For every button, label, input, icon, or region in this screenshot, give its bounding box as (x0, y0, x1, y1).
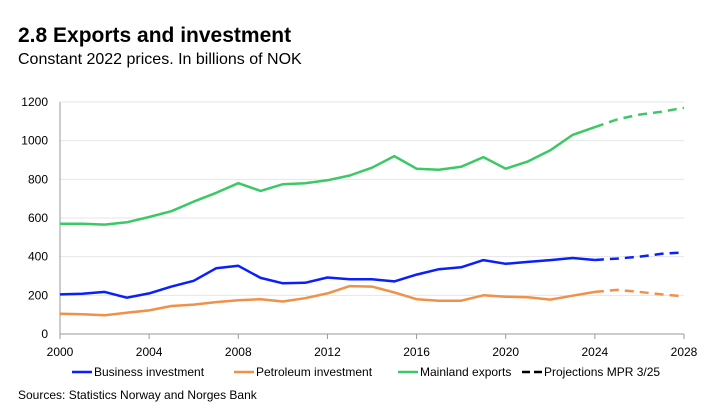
y-tick-label: 400 (28, 250, 48, 264)
legend-label: Petroleum investment (256, 365, 373, 379)
legend-label: Mainland exports (420, 365, 511, 379)
y-tick-label: 0 (41, 327, 48, 341)
x-tick-label: 2020 (492, 345, 519, 359)
series-line-business-investment (59, 256, 596, 299)
chart-subtitle: Constant 2022 prices. In billions of NOK (18, 51, 302, 68)
x-tick-label: 2008 (225, 345, 252, 359)
x-tick-label: 2028 (671, 345, 698, 359)
x-tick-label: 2024 (582, 345, 609, 359)
y-tick-label: 600 (28, 211, 48, 225)
chart-source: Sources: Statistics Norway and Norges Ba… (18, 388, 257, 402)
series-line-mainland-exports (60, 125, 596, 226)
chart-title: 2.8 Exports and investment (18, 24, 292, 47)
x-tick-label: 2012 (314, 345, 341, 359)
x-tick-label: 2000 (47, 345, 74, 359)
y-tick-label: 200 (28, 288, 48, 302)
y-tick-label: 800 (28, 172, 48, 186)
x-tick-label: 2004 (136, 345, 163, 359)
legend-label: Projections MPR 3/25 (544, 365, 660, 379)
series-projection-mainland-exports (594, 106, 685, 129)
legend-label: Business investment (94, 365, 205, 379)
y-tick-label: 1000 (21, 134, 48, 148)
x-tick-label: 2016 (403, 345, 430, 359)
series-line-petroleum-investment (59, 284, 596, 317)
y-tick-label: 1200 (21, 95, 48, 109)
